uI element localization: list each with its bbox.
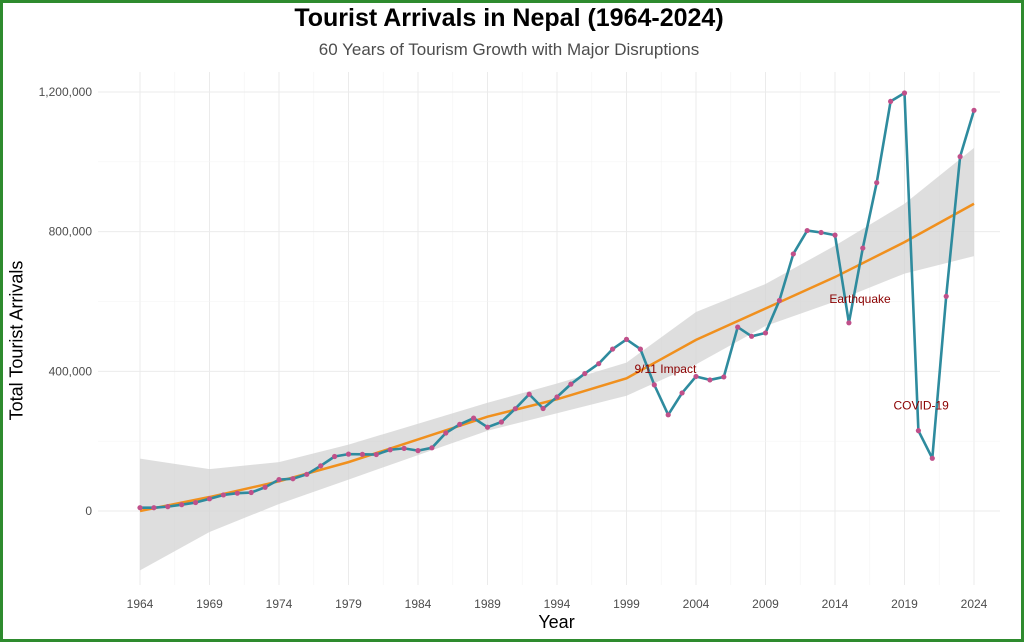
x-tick-label: 1994 — [544, 597, 571, 611]
x-tick-label: 1999 — [613, 597, 640, 611]
data-point — [582, 370, 588, 377]
data-point — [234, 490, 240, 496]
data-point — [526, 391, 532, 397]
x-tick-label: 2024 — [961, 597, 988, 611]
data-point — [971, 107, 977, 113]
data-point — [415, 448, 421, 454]
data-point — [874, 180, 880, 186]
data-point — [498, 419, 504, 425]
data-point — [901, 90, 908, 96]
data-point — [359, 451, 365, 457]
data-point — [262, 484, 268, 490]
data-point — [304, 471, 310, 477]
x-axis-label: Year — [538, 612, 575, 632]
data-point — [540, 405, 546, 412]
x-tick-label: 2019 — [891, 597, 918, 611]
data-point — [776, 297, 783, 304]
data-point — [846, 320, 852, 326]
annotation-label: Earthquake — [829, 292, 891, 306]
data-point — [832, 232, 838, 238]
data-point — [193, 499, 199, 506]
data-point — [929, 455, 935, 461]
data-point — [290, 476, 296, 482]
data-point — [623, 336, 630, 342]
data-point — [429, 445, 435, 451]
data-point — [276, 477, 282, 483]
data-point — [318, 463, 324, 469]
y-tick-label: 400,000 — [49, 364, 93, 378]
data-point — [707, 377, 713, 383]
data-point — [721, 374, 727, 380]
x-tick-label: 1984 — [405, 597, 432, 611]
x-tick-label: 2014 — [822, 597, 849, 611]
x-tick-label: 2009 — [752, 597, 779, 611]
data-point — [943, 293, 949, 299]
data-point — [762, 330, 769, 336]
data-point — [735, 324, 741, 330]
data-point — [179, 502, 185, 508]
chart-subtitle: 60 Years of Tourism Growth with Major Di… — [318, 40, 700, 59]
data-point — [860, 245, 866, 251]
data-point — [790, 251, 796, 257]
x-tick-label: 1989 — [474, 597, 501, 611]
data-point — [749, 333, 755, 339]
data-point — [401, 445, 407, 451]
data-point — [915, 428, 922, 434]
x-tick-label: 2004 — [683, 597, 710, 611]
x-tick-label: 1974 — [266, 597, 293, 611]
y-tick-label: 0 — [85, 504, 92, 518]
annotation-label: 9/11 Impact — [635, 362, 697, 376]
data-point — [596, 361, 602, 367]
data-point — [220, 492, 226, 498]
data-point — [679, 390, 685, 396]
chart-title: Tourist Arrivals in Nepal (1964-2024) — [294, 4, 724, 32]
x-tick-label: 1964 — [127, 597, 154, 611]
y-tick-label: 1,200,000 — [39, 85, 93, 99]
data-point — [443, 430, 449, 436]
confidence-band — [140, 147, 974, 571]
data-point — [457, 421, 463, 427]
data-point — [137, 505, 143, 511]
data-point — [165, 504, 171, 510]
x-tick-label: 1969 — [196, 597, 223, 611]
annotation-label: COVID-19 — [894, 399, 950, 413]
data-point — [387, 447, 393, 453]
data-point — [651, 382, 657, 388]
data-point — [484, 424, 491, 430]
data-point — [610, 346, 616, 352]
data-point — [637, 346, 644, 352]
y-tick-label: 800,000 — [49, 225, 93, 239]
data-point — [373, 451, 379, 458]
data-point — [248, 489, 254, 496]
data-point — [345, 451, 352, 457]
data-point — [512, 406, 518, 412]
data-point — [693, 373, 699, 380]
data-point — [665, 412, 671, 418]
data-point — [332, 453, 338, 460]
data-point — [206, 496, 213, 502]
data-point — [804, 227, 810, 234]
data-point — [471, 415, 477, 421]
data-point — [818, 229, 824, 236]
data-point — [957, 154, 963, 160]
data-point — [568, 381, 574, 387]
data-point — [888, 98, 894, 105]
x-tick-label: 1979 — [335, 597, 362, 611]
data-point — [554, 394, 560, 400]
data-point — [151, 505, 157, 511]
